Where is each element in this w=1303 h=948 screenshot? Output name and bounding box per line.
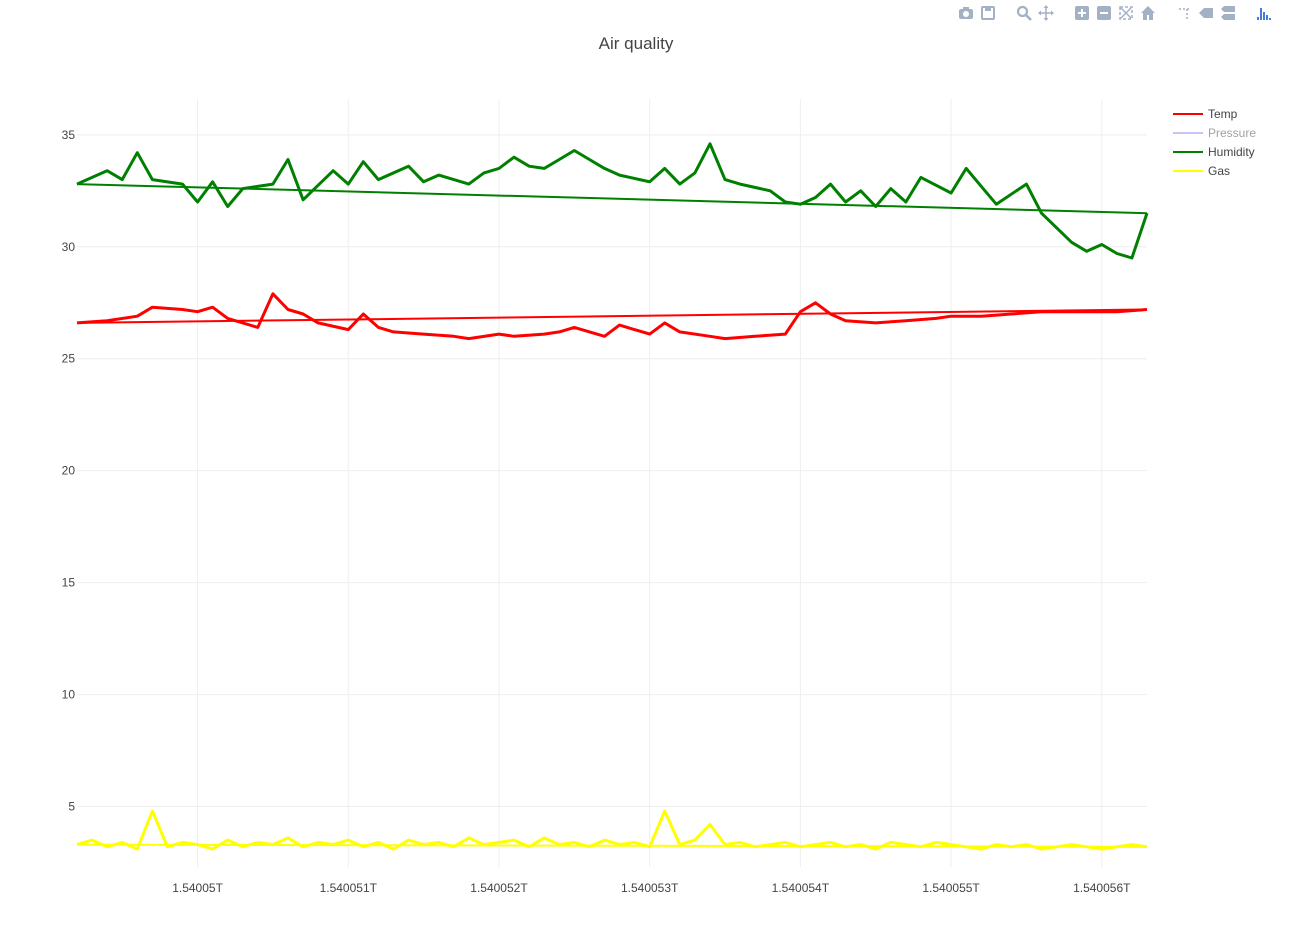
x-tick-label: 1.540054T (772, 881, 830, 895)
axes: 5 10 15 20 25 30 35 1.54005T 1.540051T 1.540052T 1… (62, 128, 1132, 895)
home-button[interactable] (1137, 2, 1159, 24)
series-return-line (76, 308, 1148, 324)
chart-title: Air quality (599, 34, 674, 53)
hover-compare-icon (1221, 6, 1235, 20)
zoom-in-button[interactable] (1071, 2, 1093, 24)
x-tick-label: 1.54005T (172, 881, 223, 895)
series-layer (76, 142, 1149, 851)
modebar-group (1253, 2, 1275, 24)
hover-closest-icon (1199, 8, 1213, 18)
autoscale-icon (1119, 6, 1133, 20)
y-tick-label: 35 (62, 128, 76, 142)
legend[interactable]: Temp Pressure Humidity Gas (1173, 107, 1256, 178)
grid (77, 99, 1147, 867)
modebar-group (955, 2, 999, 24)
zoom-icon (1016, 5, 1032, 21)
y-tick-label: 20 (62, 464, 76, 478)
series-line (76, 809, 1148, 851)
legend-item-humidity[interactable]: Humidity (1173, 145, 1255, 159)
legend-item-pressure[interactable]: Pressure (1173, 126, 1256, 140)
y-tick-label: 30 (62, 240, 76, 254)
legend-label: Temp (1208, 107, 1238, 121)
hover-compare-button[interactable] (1217, 2, 1239, 24)
series-humidity (76, 142, 1149, 260)
zoom-out-button[interactable] (1093, 2, 1115, 24)
hover-closest-button[interactable] (1195, 2, 1217, 24)
series-temp (76, 292, 1148, 341)
spike-lines-button[interactable] (1173, 2, 1195, 24)
camera-button[interactable] (955, 2, 977, 24)
y-tick-label: 5 (68, 800, 75, 814)
y-tick-label: 10 (62, 688, 76, 702)
y-tick-label: 25 (62, 352, 76, 366)
spike-lines-icon (1179, 8, 1189, 19)
modebar-group (1173, 2, 1239, 24)
camera-icon (959, 7, 973, 19)
autoscale-button[interactable] (1115, 2, 1137, 24)
save-button[interactable] (977, 2, 999, 24)
zoom-button[interactable] (1013, 2, 1035, 24)
zoom-out-icon (1097, 6, 1111, 20)
pan-icon (1038, 5, 1054, 21)
legend-label: Pressure (1208, 126, 1256, 140)
modebar-group (1013, 2, 1057, 24)
pan-button[interactable] (1035, 2, 1057, 24)
x-tick-label: 1.540056T (1073, 881, 1131, 895)
series-gas (76, 809, 1148, 851)
legend-label: Gas (1208, 164, 1230, 178)
home-icon (1141, 6, 1155, 20)
series-line (76, 142, 1149, 260)
series-line (76, 292, 1148, 341)
legend-label: Humidity (1208, 145, 1255, 159)
plotly-logo-icon (1257, 8, 1271, 20)
zoom-in-icon (1075, 6, 1089, 20)
save-icon (981, 6, 995, 20)
x-tick-label: 1.540051T (320, 881, 378, 895)
modebar-group (1071, 2, 1159, 24)
plotly-logo-button[interactable] (1253, 2, 1275, 24)
modebar (941, 2, 1275, 24)
x-tick-label: 1.540052T (470, 881, 528, 895)
x-tick-label: 1.540055T (922, 881, 980, 895)
legend-item-gas[interactable]: Gas (1173, 164, 1230, 178)
y-tick-label: 15 (62, 576, 76, 590)
legend-item-temp[interactable]: Temp (1173, 107, 1238, 121)
x-tick-label: 1.540053T (621, 881, 679, 895)
series-return-line (76, 843, 1148, 848)
series-return-line (76, 183, 1148, 215)
